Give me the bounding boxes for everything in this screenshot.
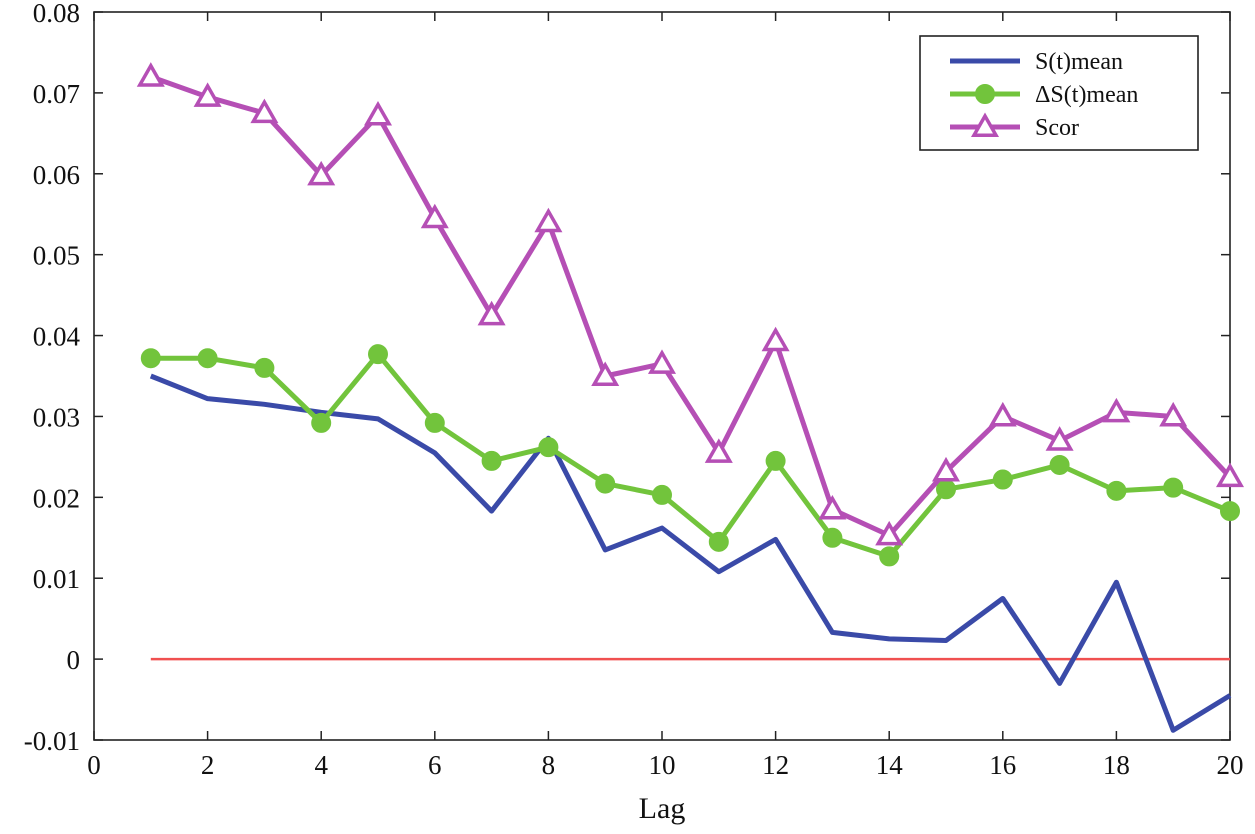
data-point	[311, 412, 332, 433]
data-point	[193, 82, 222, 107]
axes: 0 2 4 6 8 10 12 14 16 18 20-0.0100.010.020.030.040…	[24, 0, 1244, 780]
series-line	[149, 74, 1232, 538]
data-point	[988, 401, 1017, 427]
legend-label: ΔS(t)mean	[1035, 82, 1138, 108]
data-point	[1220, 501, 1240, 522]
series-1	[149, 373, 1232, 733]
y-tick-label: 0.03	[33, 402, 80, 432]
series-line	[149, 373, 1232, 733]
y-tick-label: 0.08	[33, 0, 80, 28]
data-point	[363, 101, 393, 126]
plot-area	[136, 62, 1245, 733]
data-point	[538, 437, 559, 458]
y-tick-label: 0.01	[33, 564, 80, 594]
data-point	[307, 160, 336, 186]
y-tick-label: 0.04	[33, 322, 81, 352]
data-point	[140, 348, 161, 369]
data-point	[534, 207, 563, 233]
data-point	[591, 361, 620, 386]
data-point	[250, 98, 279, 124]
data-point	[652, 484, 672, 505]
data-point	[424, 412, 445, 433]
y-tick-label: 0.07	[33, 79, 80, 109]
series-3	[136, 62, 1245, 546]
data-point	[761, 326, 790, 352]
legend-marker	[970, 112, 1000, 137]
y-tick-label: 0.06	[33, 160, 80, 190]
x-tick-label: 2	[201, 750, 215, 780]
data-point	[254, 357, 275, 378]
x-tick-label: 10	[649, 750, 676, 780]
data-point	[822, 527, 843, 548]
x-tick-label: 6	[428, 750, 442, 780]
data-point	[1049, 454, 1070, 475]
y-tick-label: 0.02	[33, 483, 80, 513]
y-tick-label: 0	[67, 645, 81, 675]
x-tick-label: 16	[989, 750, 1016, 780]
data-point	[931, 456, 961, 482]
x-axis-title: Lag	[639, 792, 686, 825]
data-point	[136, 62, 165, 87]
series-2	[140, 344, 1240, 567]
data-point	[875, 520, 904, 546]
data-point	[477, 300, 506, 326]
data-point	[992, 469, 1013, 490]
data-point	[368, 344, 388, 365]
legend: S(t)mean ΔS(t)mean Scor	[919, 35, 1199, 151]
data-point	[704, 438, 733, 463]
legend-label: Scor	[1035, 115, 1079, 141]
data-point	[765, 450, 786, 471]
data-point	[1159, 401, 1188, 427]
data-point	[595, 473, 616, 494]
legend-label: S(t)mean	[1035, 49, 1123, 75]
legend-marker	[975, 84, 995, 104]
x-tick-label: 8	[542, 750, 556, 780]
data-point	[708, 531, 729, 552]
x-tick-label: 0	[87, 750, 101, 780]
y-tick-label: 0.05	[33, 241, 80, 271]
x-tick-label: 20	[1217, 750, 1244, 780]
data-point	[481, 450, 502, 471]
series-line	[150, 351, 1231, 559]
data-point	[197, 348, 218, 369]
x-tick-label: 12	[762, 750, 789, 780]
data-point	[647, 349, 677, 374]
data-point	[1215, 462, 1245, 488]
data-point	[1102, 397, 1131, 423]
data-point	[1045, 426, 1074, 451]
x-tick-label: 14	[876, 750, 904, 780]
data-point	[936, 479, 956, 500]
data-point	[1106, 480, 1127, 501]
data-point	[420, 203, 449, 229]
data-point	[879, 546, 900, 567]
data-point	[1163, 477, 1184, 498]
x-tick-label: 18	[1103, 750, 1130, 780]
x-tick-label: 4	[314, 750, 328, 780]
y-tick-label: -0.01	[24, 726, 80, 756]
data-point	[818, 494, 847, 520]
